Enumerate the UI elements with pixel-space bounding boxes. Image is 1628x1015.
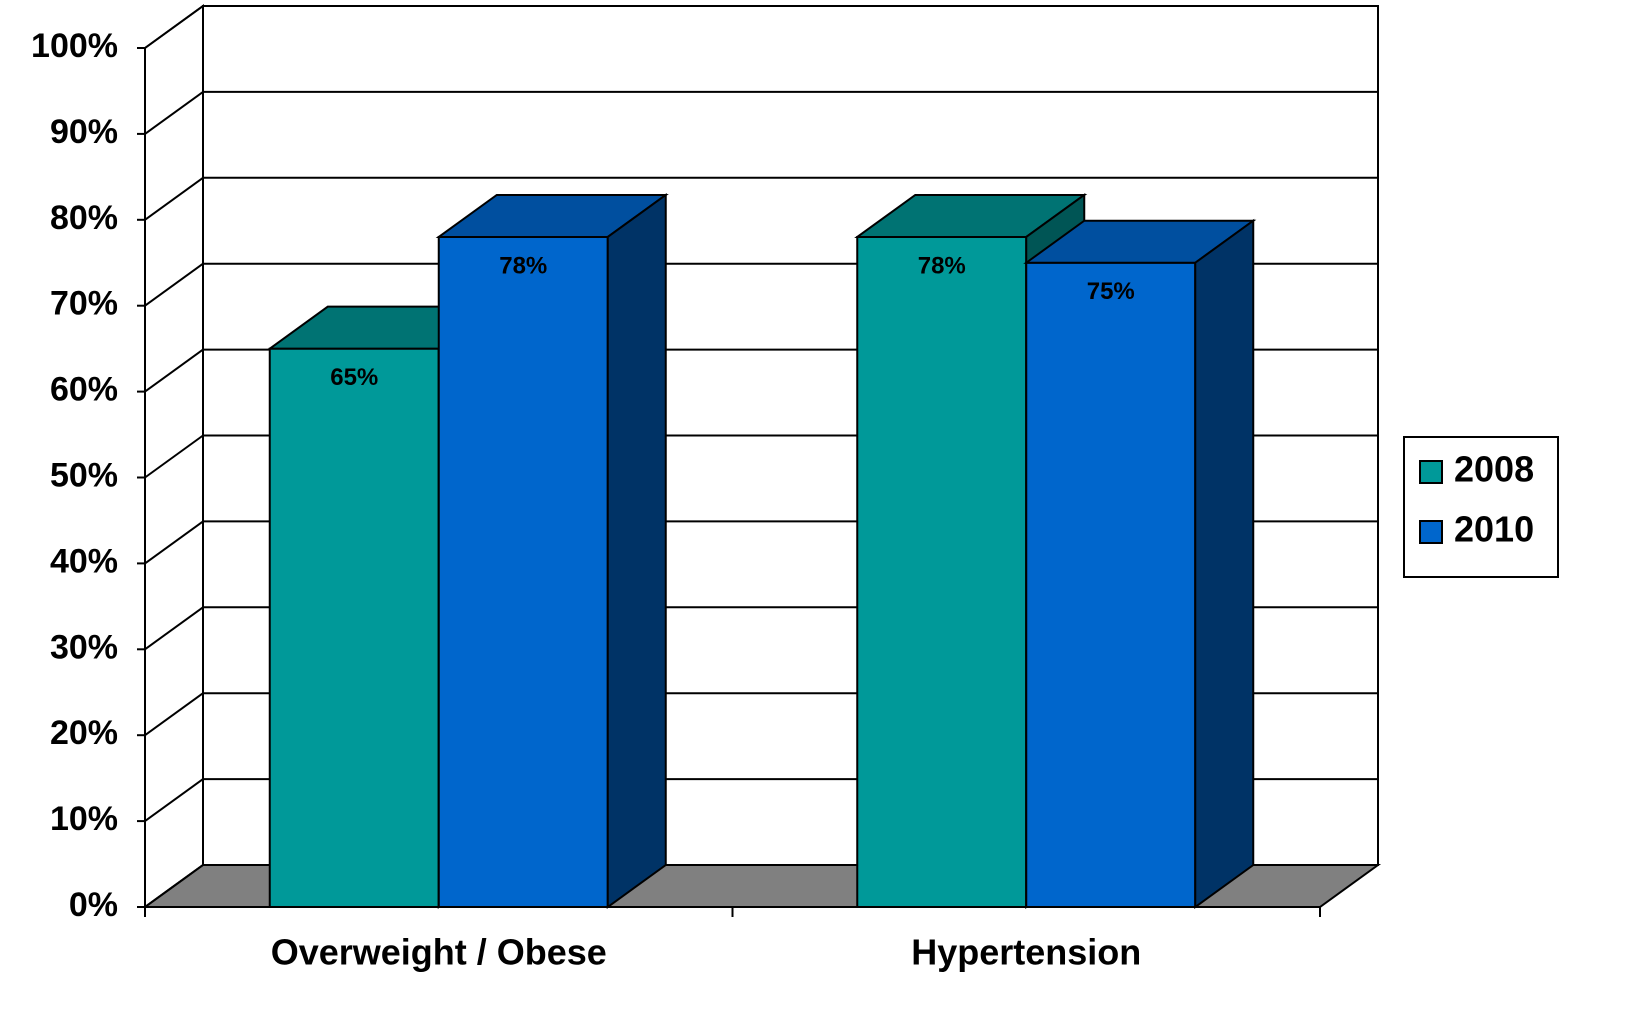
y-tick-label: 90%	[50, 113, 118, 151]
legend-swatch	[1419, 460, 1443, 484]
grid-line-side	[144, 348, 204, 393]
grid-line-side	[144, 778, 204, 822]
grid-line-side	[144, 176, 204, 221]
legend-label: 2008	[1454, 449, 1534, 490]
bar-front	[1025, 261, 1197, 908]
y-tick-label: 70%	[50, 285, 118, 323]
grid-line-side	[144, 262, 204, 307]
y-tick-label: 20%	[50, 714, 118, 752]
value-label: 75%	[1087, 278, 1135, 305]
grid-line-side	[144, 434, 204, 479]
grid-line-side	[144, 864, 204, 908]
bar-front	[268, 347, 440, 908]
bar-front	[856, 235, 1028, 909]
value-label: 78%	[499, 252, 547, 279]
y-tick-label: 100%	[31, 27, 118, 65]
grid-line-side	[144, 520, 204, 565]
x-tick-label: Overweight / Obese	[271, 932, 607, 973]
grid-line-side	[144, 606, 204, 651]
bar: 75%	[1023, 218, 1257, 909]
legend: 2008 2010	[1403, 436, 1559, 578]
y-tick-label: 40%	[50, 542, 118, 580]
x-tick-label: Hypertension	[911, 932, 1141, 973]
bar-side	[606, 193, 667, 909]
grid-line-side	[144, 692, 204, 737]
legend-label: 2010	[1454, 509, 1534, 550]
y-tick-label: 60%	[50, 371, 118, 409]
legend-swatch	[1419, 520, 1443, 544]
bar-front	[437, 235, 609, 909]
y-tick-label: 10%	[50, 800, 118, 838]
grid-line-side	[144, 5, 204, 49]
y-tick-label: 50%	[50, 456, 118, 494]
value-label: 65%	[330, 364, 378, 391]
bar: 78%	[435, 193, 669, 909]
y-tick-label: 0%	[69, 886, 118, 924]
y-tick-label: 30%	[50, 628, 118, 666]
value-label: 78%	[918, 252, 966, 279]
grid-line-side	[144, 91, 204, 135]
y-tick-label: 80%	[50, 199, 118, 237]
bar-side	[1194, 218, 1255, 909]
